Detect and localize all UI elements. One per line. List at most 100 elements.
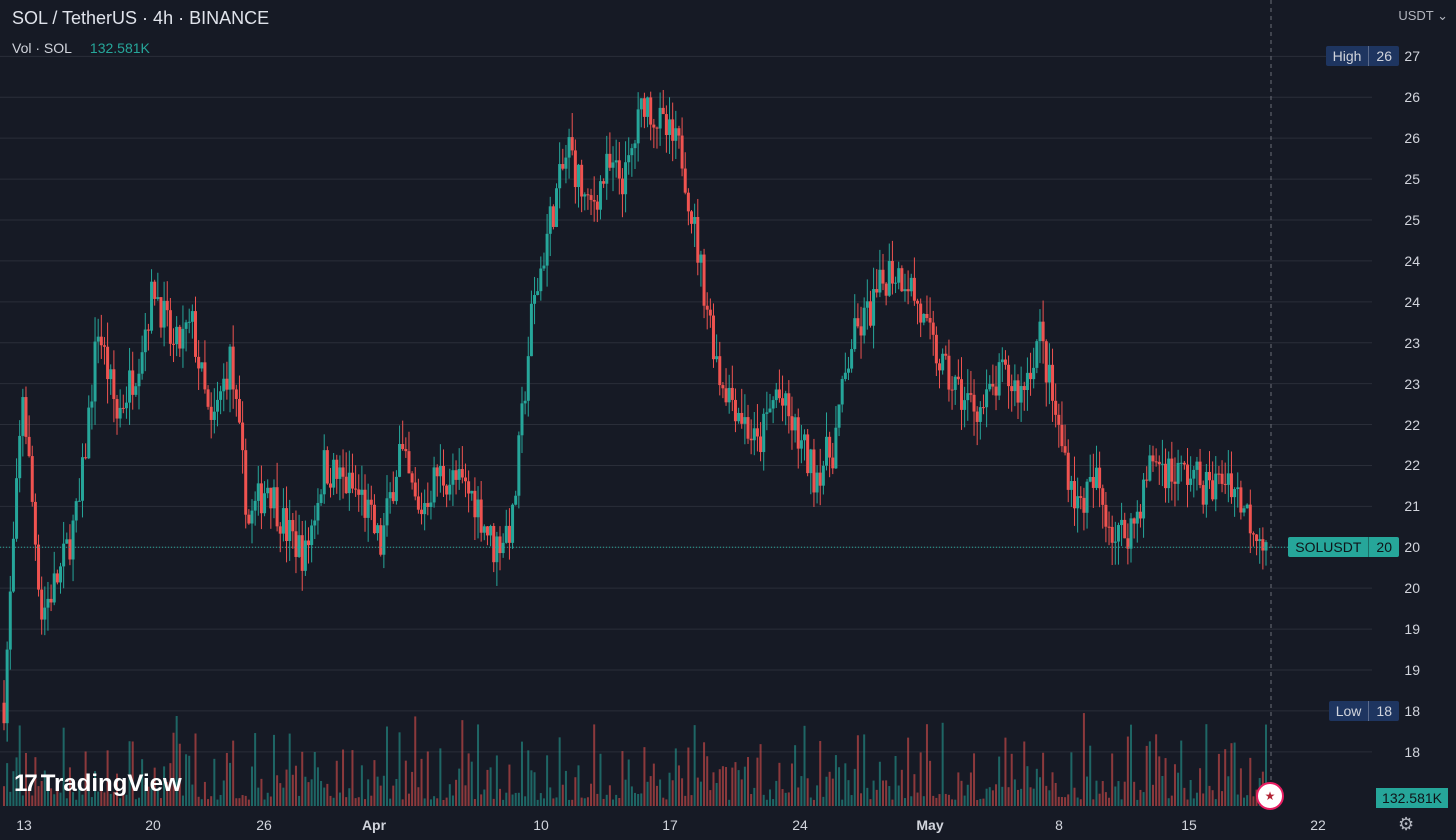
candle-body xyxy=(1148,455,1152,481)
volume-bar xyxy=(979,798,982,806)
candle-body xyxy=(514,495,518,505)
candle-body xyxy=(824,436,828,466)
volume-bar xyxy=(263,799,266,806)
candle-body xyxy=(686,192,690,212)
volume-bar xyxy=(131,741,134,806)
candle-body xyxy=(332,459,336,488)
candle-body xyxy=(33,501,37,545)
volume-bar xyxy=(875,789,878,806)
candle-body xyxy=(1069,481,1073,490)
candle-body xyxy=(1207,471,1211,481)
volume-bar xyxy=(693,725,696,806)
us-flag-icon[interactable]: ★ xyxy=(1256,782,1284,810)
volume-bar xyxy=(1013,779,1016,806)
volume-bar xyxy=(533,772,536,806)
volume-bar xyxy=(571,799,574,806)
volume-bar xyxy=(1173,764,1176,806)
volume-bar xyxy=(743,766,746,806)
volume-bar xyxy=(634,792,636,806)
candle-body xyxy=(463,477,467,482)
volume-bar xyxy=(97,791,100,806)
volume-bar xyxy=(65,798,68,806)
volume-bar xyxy=(1158,756,1161,806)
candle-body xyxy=(765,412,769,414)
candle-body xyxy=(730,387,734,400)
candle-body xyxy=(1186,464,1190,485)
candle-body xyxy=(43,607,47,620)
tradingview-logo[interactable]: 17 TradingView xyxy=(14,770,182,798)
candle-body xyxy=(586,194,590,196)
candle-body xyxy=(818,472,822,486)
volume-bar xyxy=(806,778,809,806)
candle-body xyxy=(887,260,891,296)
volume-bar xyxy=(530,770,533,806)
volume-bar xyxy=(1239,768,1242,806)
volume-bar xyxy=(772,799,775,806)
volume-bar xyxy=(244,795,247,806)
volume-bar xyxy=(357,797,360,806)
volume-bar xyxy=(90,797,93,806)
chevron-down-icon: ⌄ xyxy=(1437,8,1448,23)
currency-selector[interactable]: USDT ⌄ xyxy=(1398,8,1448,24)
volume-bar xyxy=(185,754,188,806)
candle-body xyxy=(511,504,515,543)
volume-bar xyxy=(1202,793,1205,806)
candle-body xyxy=(928,317,932,323)
volume-bar xyxy=(963,795,966,806)
volume-bar xyxy=(56,780,59,806)
candle-body xyxy=(250,510,254,524)
volume-bar xyxy=(247,799,250,806)
volume-bar xyxy=(423,798,426,806)
candle-body xyxy=(1245,504,1249,509)
gear-icon[interactable]: ⚙ xyxy=(1398,814,1415,834)
candle-body xyxy=(1229,473,1233,498)
candle-body xyxy=(699,254,703,263)
volume-bar xyxy=(392,785,395,806)
candle-body xyxy=(1035,341,1039,368)
volume-bar xyxy=(1007,787,1010,806)
candle-body xyxy=(366,499,370,518)
candle-body xyxy=(843,372,847,380)
candle-body xyxy=(752,428,756,441)
candle-body xyxy=(168,310,172,344)
volume-bar xyxy=(178,743,181,806)
volume-bar xyxy=(470,761,473,806)
candle-body xyxy=(1066,452,1070,490)
candle-body xyxy=(319,494,323,503)
volume-bar xyxy=(605,794,608,806)
volume-bar xyxy=(1001,786,1004,806)
candle-body xyxy=(438,466,442,477)
candle-body xyxy=(197,356,201,369)
volume-bar xyxy=(269,796,272,806)
candle-body xyxy=(985,389,989,408)
candle-body xyxy=(1233,489,1237,498)
volume-bar xyxy=(637,794,640,806)
volume-bar xyxy=(750,794,753,806)
candle-body xyxy=(639,98,643,110)
volume-bar xyxy=(200,799,203,806)
volume-bar xyxy=(922,796,925,806)
volume-bar xyxy=(153,767,156,806)
candle-body xyxy=(972,394,976,412)
volume-bar xyxy=(219,794,222,806)
candle-body xyxy=(1258,539,1262,542)
volume-bar xyxy=(75,799,78,806)
candle-body xyxy=(59,566,63,583)
volume-bar xyxy=(1048,790,1051,806)
volume-bar xyxy=(455,779,458,806)
volume-bar xyxy=(1224,749,1227,806)
candle-body xyxy=(143,329,147,353)
candle-body xyxy=(1000,359,1004,363)
candle-body xyxy=(702,254,706,306)
candle-body xyxy=(1116,525,1120,542)
volume-bar xyxy=(737,770,740,806)
candle-body xyxy=(1192,469,1196,479)
candle-body xyxy=(1063,446,1067,453)
volume-bar xyxy=(539,793,542,806)
logo-text: TradingView xyxy=(40,770,182,797)
candle-body xyxy=(445,485,449,495)
candle-body xyxy=(206,389,210,407)
volume-bar xyxy=(72,792,75,806)
volume-bar xyxy=(323,787,326,806)
